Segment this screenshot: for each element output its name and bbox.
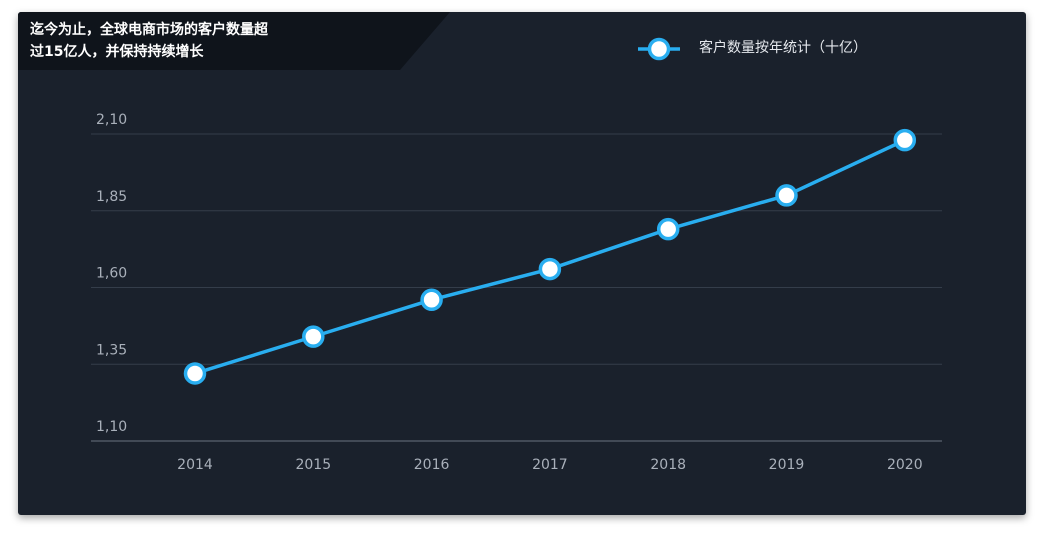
chart-title-line-2: 过15亿人，并保持持续增长 [30,44,204,60]
series-group [183,128,917,385]
x-tick-label: 2014 [177,457,213,473]
y-tick-label: 1,10 [96,419,127,435]
data-point [420,288,443,312]
y-tick-label: 1,35 [96,342,127,358]
legend-marker-icon [647,37,671,61]
line-chart: 1,101,351,601,852,10 2014 2015 2016 2017 201… [91,37,942,473]
x-tick-label: 2018 [650,457,686,473]
data-point [538,257,562,281]
y-tick-label: 1,60 [96,266,127,282]
x-tick-label: 2016 [414,457,450,473]
data-point [183,362,207,385]
x-tick-label: 2015 [295,457,331,473]
legend-label: 客户数量按年统计（十亿） [699,40,867,56]
x-tick-label: 2019 [769,457,805,473]
chart-title: 迄今为止，全球电商市场的客户数量超 过15亿人，并保持持续增长 [30,19,360,63]
series-line [193,138,907,376]
y-tick-labels: 1,10 1,35 1,60 1,85 2,10 [96,112,127,435]
chart-card: 迄今为止，全球电商市场的客户数量超 过15亿人，并保持持续增长 1,10 1,35… [18,12,1026,515]
y-tick-label: 1,85 [96,189,127,205]
data-point [775,184,798,207]
y-tick-label: 2,10 [96,112,127,128]
title-banner [18,12,450,70]
data-point [302,325,325,348]
chart-title-line-1: 迄今为止，全球电商市场的客户数量超 [30,22,268,38]
x-tick-label: 2020 [887,457,923,473]
gridlines [91,133,942,442]
x-tick-label: 2017 [532,457,568,473]
data-point [656,217,680,241]
x-tick-labels: 2014 2015 2016 2017 2018 2019 2020 [177,457,922,473]
data-point [893,128,917,152]
legend [638,37,680,61]
